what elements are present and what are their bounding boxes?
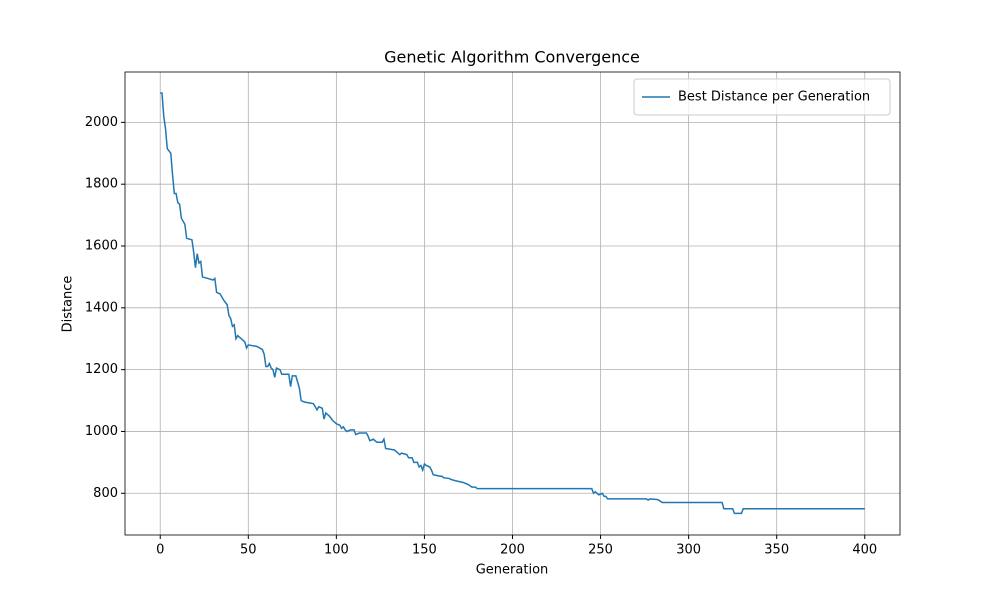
y-axis-label: Distance: [61, 276, 76, 333]
x-tick-label: 350: [764, 543, 789, 558]
x-tick-label: 200: [500, 543, 525, 558]
x-tick-label: 0: [156, 543, 164, 558]
chart-title: Genetic Algorithm Convergence: [384, 48, 640, 67]
data-line: [160, 92, 865, 515]
y-tick-label: 1200: [85, 362, 118, 377]
plot-frame: [124, 71, 901, 536]
x-tick-label: 300: [676, 543, 701, 558]
x-tick-label: 50: [240, 543, 257, 558]
x-axis-label: Generation: [476, 563, 549, 578]
x-tick-label: 100: [324, 543, 349, 558]
y-tick-label: 1600: [85, 239, 118, 254]
y-tick-label: 2000: [85, 115, 118, 130]
legend-box: [633, 78, 891, 116]
y-tick-label: 800: [93, 486, 118, 501]
x-tick-label: 150: [412, 543, 437, 558]
y-tick-label: 1800: [85, 177, 118, 192]
y-tick-label: 1400: [85, 300, 118, 315]
y-tick-label: 1000: [85, 424, 118, 439]
x-tick-label: 400: [852, 543, 877, 558]
legend-label: Best Distance per Generation: [678, 90, 870, 105]
x-tick-label: 250: [588, 543, 613, 558]
